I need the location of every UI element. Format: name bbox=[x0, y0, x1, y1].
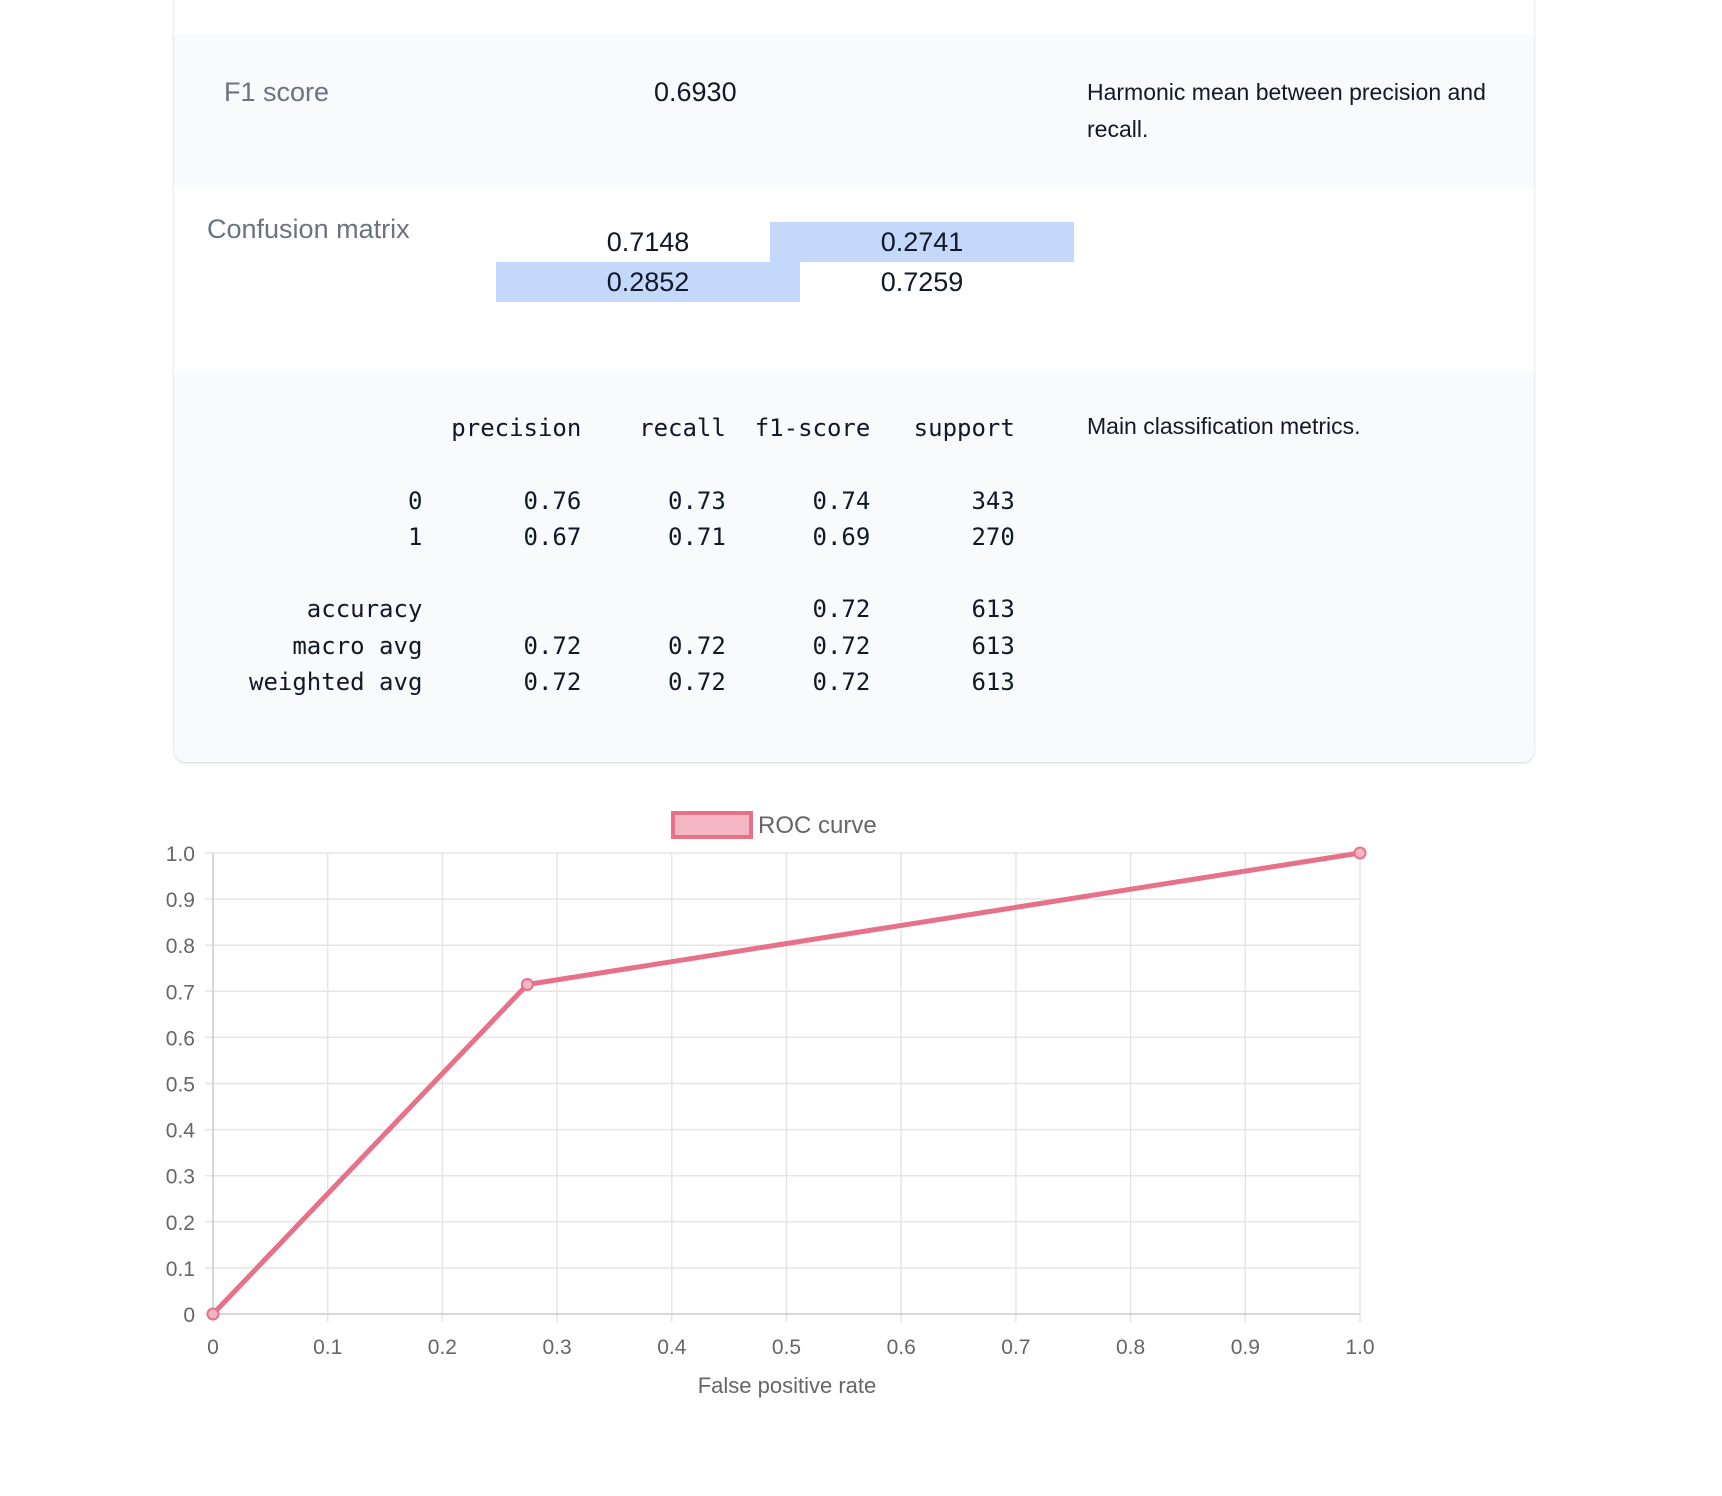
roc-data-point bbox=[206, 1307, 220, 1321]
roc-chart: 0 0.1 0.2 0.3 0.4 0.5 0.6 0.7 0.8 0.9 1.0 0 0.1 0.2 0.… bbox=[150, 800, 1550, 1480]
classification-report-text: precision recall f1-score support 0 0.76… bbox=[249, 414, 1015, 697]
f1-score-label: F1 score bbox=[224, 77, 330, 107]
x-axis-title: False positive rate bbox=[698, 1373, 877, 1398]
roc-data-point bbox=[520, 977, 534, 991]
cm-cell-1-1: 0.7259 bbox=[880, 267, 964, 297]
x-tick-label: 0.9 bbox=[1231, 1336, 1260, 1359]
y-tick-label: 0.8 bbox=[166, 935, 195, 958]
x-tick-label: 0.1 bbox=[313, 1336, 342, 1359]
chart-series bbox=[206, 846, 1367, 1321]
y-tick-label: 0.9 bbox=[166, 889, 195, 912]
classification-report-row: precision recall f1-score support 0 0.76… bbox=[174, 371, 1534, 762]
confusion-matrix-label: Confusion matrix bbox=[207, 214, 410, 244]
roc-data-point bbox=[1353, 846, 1367, 860]
y-tick-label: 1.0 bbox=[166, 843, 195, 866]
roc-chart-svg: 0 0.1 0.2 0.3 0.4 0.5 0.6 0.7 0.8 0.9 1.0 0 0.1 0.2 0.… bbox=[166, 811, 1375, 1398]
metrics-card: F1 score 0.6930 Harmonic mean between pr… bbox=[174, 0, 1534, 762]
x-tick-label: 0.3 bbox=[542, 1336, 571, 1359]
x-tick-label: 0 bbox=[207, 1336, 219, 1359]
x-tick-label: 0.2 bbox=[428, 1336, 457, 1359]
y-tick-label: 0.4 bbox=[166, 1120, 196, 1143]
chart-ticks: 0 0.1 0.2 0.3 0.4 0.5 0.6 0.7 0.8 0.9 1.0 0 0.1 0.2 0.… bbox=[166, 843, 1375, 1359]
f1-score-row: F1 score 0.6930 Harmonic mean between pr… bbox=[174, 34, 1534, 187]
x-tick-label: 1.0 bbox=[1345, 1336, 1374, 1359]
x-tick-label: 0.5 bbox=[772, 1336, 801, 1359]
cm-cell-0-0: 0.7148 bbox=[606, 227, 690, 257]
f1-score-description: Harmonic mean between precision and reca… bbox=[1087, 79, 1486, 142]
confusion-matrix-row: Confusion matrix 0.7148 0.2741 0.2852 0.… bbox=[174, 187, 1534, 371]
y-tick-label: 0 bbox=[183, 1304, 195, 1327]
y-tick-label: 0.5 bbox=[166, 1074, 195, 1097]
x-tick-label: 0.4 bbox=[657, 1336, 687, 1359]
cm-cell-1-0: 0.2852 bbox=[496, 262, 800, 302]
y-tick-label: 0.7 bbox=[166, 981, 195, 1004]
chart-grid bbox=[205, 852, 1361, 1322]
x-tick-label: 0.7 bbox=[1001, 1336, 1030, 1359]
y-tick-label: 0.2 bbox=[166, 1212, 195, 1235]
legend-label: ROC curve bbox=[758, 812, 877, 839]
chart-legend[interactable]: ROC curve bbox=[671, 811, 877, 839]
classification-report-description: Main classification metrics. bbox=[1087, 413, 1361, 439]
cm-cell-0-1: 0.2741 bbox=[770, 222, 1074, 262]
f1-score-value: 0.6930 bbox=[654, 77, 737, 107]
y-tick-label: 0.1 bbox=[166, 1258, 195, 1281]
legend-swatch bbox=[671, 811, 753, 839]
y-tick-label: 0.3 bbox=[166, 1166, 195, 1189]
y-tick-label: 0.6 bbox=[166, 1027, 195, 1050]
x-tick-label: 0.6 bbox=[887, 1336, 916, 1359]
x-tick-label: 0.8 bbox=[1116, 1336, 1145, 1359]
